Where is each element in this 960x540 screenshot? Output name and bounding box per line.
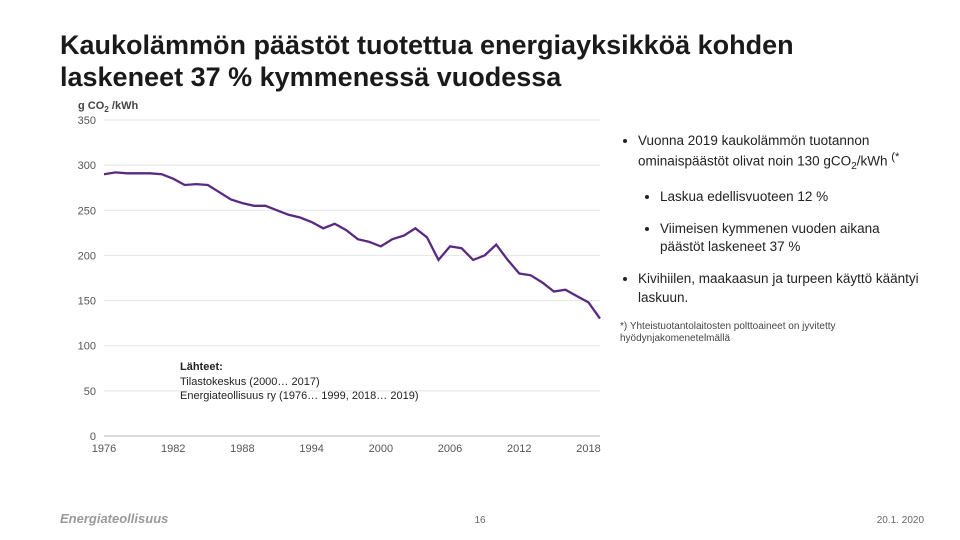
svg-text:2006: 2006: [438, 443, 462, 455]
svg-text:100: 100: [78, 340, 96, 352]
footnote: *) Yhteistuotantolaitosten polttoaineet …: [620, 321, 924, 346]
y-axis-label: g CO2 /kWh: [78, 100, 138, 114]
svg-text:200: 200: [78, 250, 96, 262]
slide-title: Kaukolämmön päästöt tuotettua energiayks…: [60, 30, 924, 94]
bullet-panel: Vuonna 2019 kaukolämmön tuotannon ominai…: [610, 102, 924, 462]
bullet-item: Vuonna 2019 kaukolämmön tuotannon ominai…: [638, 132, 924, 174]
slide-date: 20.1. 2020: [877, 515, 924, 526]
source-line: Energiateollisuus ry (1976… 1999, 2018… …: [180, 389, 418, 404]
bullet-sub-item: Viimeisen kymmenen vuoden aikana päästöt…: [660, 220, 924, 256]
svg-text:150: 150: [78, 295, 96, 307]
svg-text:1988: 1988: [230, 443, 254, 455]
svg-text:300: 300: [78, 160, 96, 172]
content-row: g CO2 /kWh 0 50 100 150 200 250 300 350 1976 1982…: [60, 102, 924, 462]
bullet-sub-item: Laskua edellisvuoteen 12 %: [660, 188, 924, 206]
svg-text:1994: 1994: [299, 443, 323, 455]
svg-text:50: 50: [84, 386, 96, 398]
svg-text:1976: 1976: [92, 443, 116, 455]
svg-text:350: 350: [78, 115, 96, 127]
page-number: 16: [474, 515, 485, 526]
source-citation: Lähteet: Tilastokeskus (2000… 2017) Ener…: [180, 360, 418, 405]
brand-logo: Energiateollisuus: [60, 511, 168, 526]
svg-text:2000: 2000: [369, 443, 393, 455]
chart-area: g CO2 /kWh 0 50 100 150 200 250 300 350 1976 1982…: [60, 102, 610, 462]
svg-text:2018: 2018: [576, 443, 600, 455]
bullet-item: Kivihiilen, maakaasun ja turpeen käyttö …: [638, 270, 924, 306]
svg-text:2012: 2012: [507, 443, 531, 455]
source-line: Tilastokeskus (2000… 2017): [180, 375, 418, 390]
svg-text:1982: 1982: [161, 443, 185, 455]
slide: Kaukolämmön päästöt tuotettua energiayks…: [0, 0, 960, 540]
svg-text:250: 250: [78, 205, 96, 217]
source-header: Lähteet:: [180, 360, 418, 375]
svg-text:0: 0: [90, 431, 96, 443]
line-chart: 0 50 100 150 200 250 300 350 1976 1982 1988 1994 200…: [60, 102, 610, 462]
